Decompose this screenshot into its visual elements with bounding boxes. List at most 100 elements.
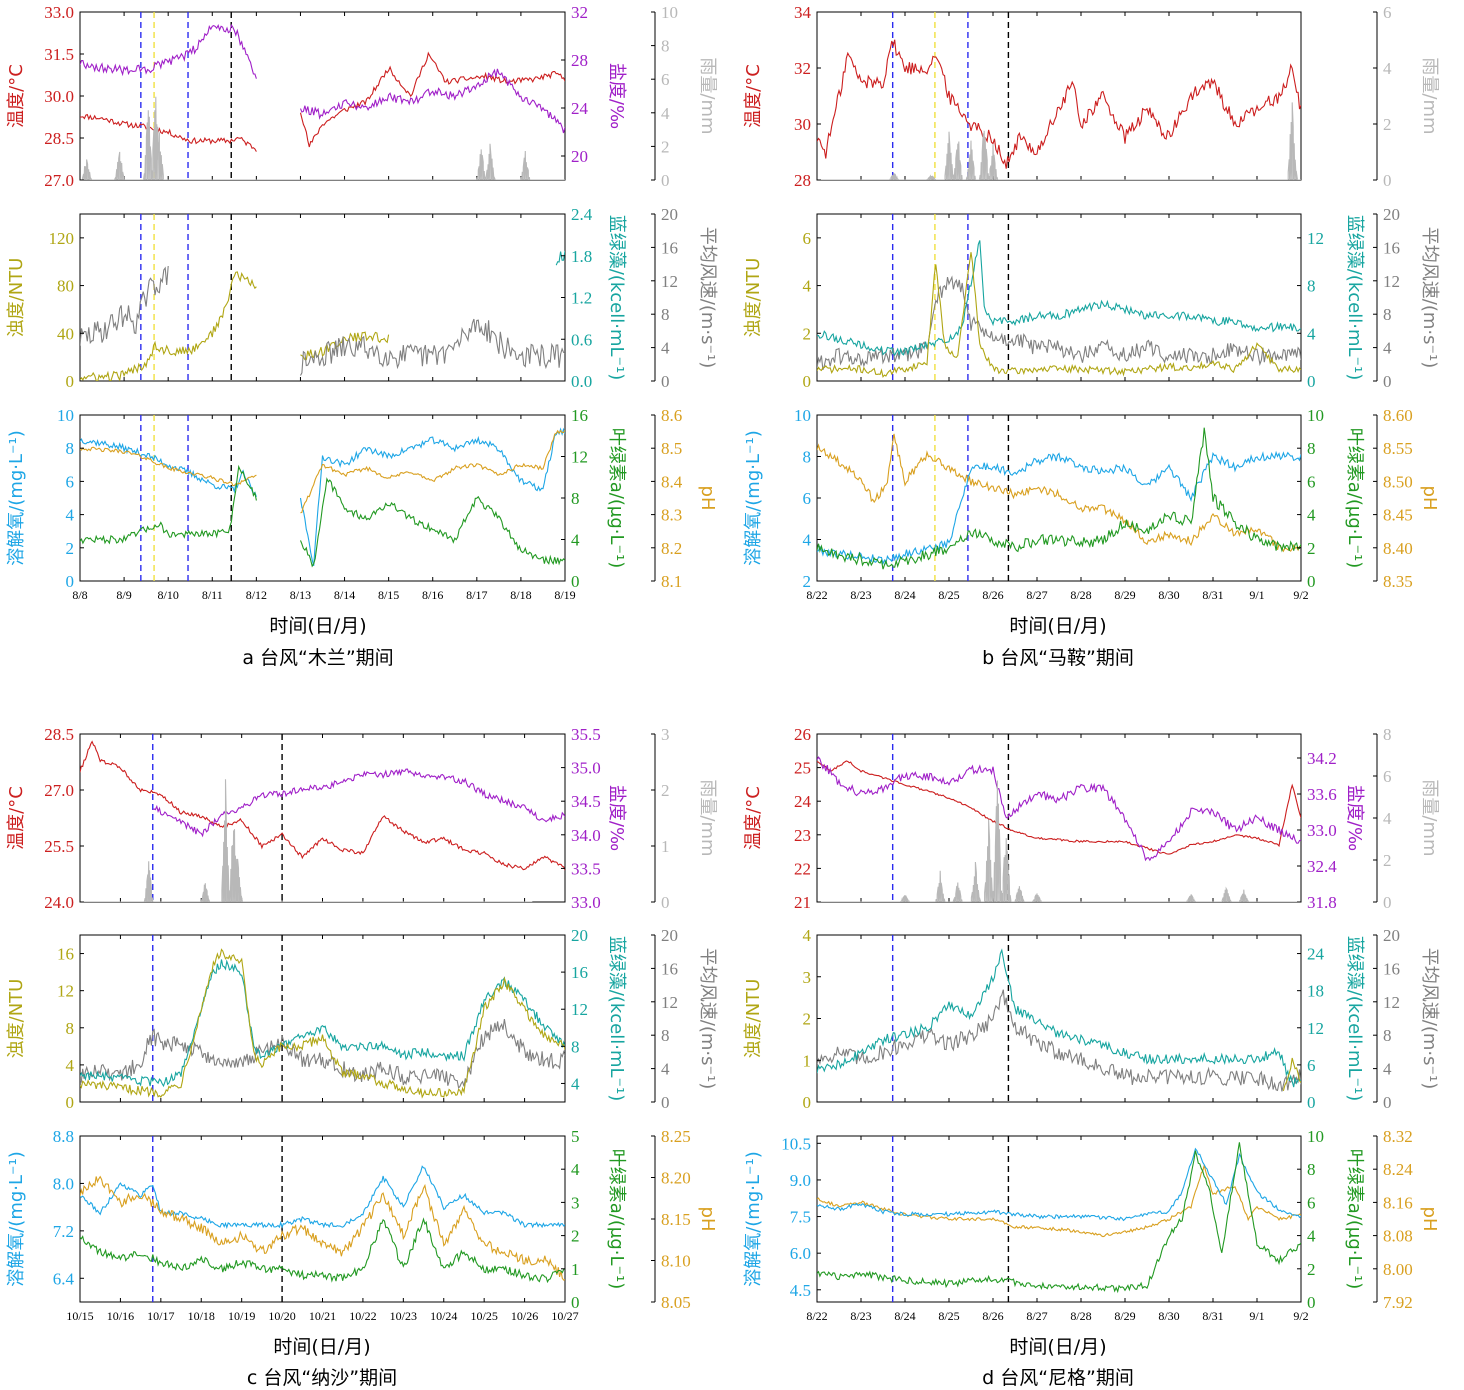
y-tick-label-right: 8.4: [661, 472, 683, 491]
y-tick-label-right: 8.08: [1383, 1227, 1413, 1246]
y-tick-label-left: 34: [794, 3, 812, 22]
y-axis-title-right: 叶绿素a/(μg·L⁻¹): [606, 428, 627, 568]
y-tick-label-left: 0: [803, 372, 812, 391]
y-tick-label-right: 12: [1307, 229, 1324, 248]
x-tick-label: 8/11: [202, 588, 223, 602]
y-tick-label-left: 8.8: [53, 1127, 74, 1146]
subplot-a-2: 04080120浊度/NTU0.00.61.21.82.4蓝绿藻/(kcell·…: [6, 205, 718, 391]
y-tick-label-left: 8: [66, 1019, 75, 1038]
x-tick-label: 10/26: [511, 1309, 538, 1323]
series-ph: [817, 433, 1301, 553]
x-tick-label: 8/26: [982, 588, 1003, 602]
series-wind: [80, 265, 565, 376]
y-tick-label-left: 120: [49, 229, 75, 248]
y-tick-label-left: 21: [794, 893, 811, 912]
series-cyano: [555, 250, 565, 266]
y-tick-label-left: 3: [803, 968, 812, 987]
subplot-b-3: 8/22 8/23 8/24 8/25 8/26 8/27 8/28 8/29 8/30 8/31…: [743, 406, 1440, 602]
y-tick-label-right: 0: [1383, 171, 1392, 190]
y-tick-label-left: 30.0: [44, 87, 74, 106]
y-tick-label-right: 5: [571, 1127, 580, 1146]
y-tick-label-left: 6.4: [53, 1269, 75, 1288]
y-axis-title-left: 温度/°C: [743, 786, 764, 850]
y-tick-label-left: 4: [66, 506, 75, 525]
y-tick-label-right: 3: [661, 725, 670, 744]
y-tick-label-right: 35.5: [571, 725, 601, 744]
y-tick-label-left: 24: [794, 792, 812, 811]
y-tick-label-right: 28: [571, 51, 588, 70]
x-tick-label: 8/18: [510, 588, 531, 602]
y-tick-label-right: 8: [1383, 305, 1392, 324]
subplot-c-3: 10/15 10/16 10/17 10/18 10/19 10/20 10/21 10/22…: [6, 1127, 718, 1323]
y-tick-label-left: 26: [794, 725, 811, 744]
y-tick-label-left: 10: [57, 406, 74, 425]
y-axis-title-left: 浊度/NTU: [6, 258, 27, 338]
y-tick-label-left: 32: [794, 59, 811, 78]
y-axis-title-left: 溶解氧/(mg·L⁻¹): [6, 1151, 27, 1287]
y-axis-title-right: 蓝绿藻/(kcell·mL⁻¹): [1344, 936, 1365, 1102]
y-axis-title-right: 蓝绿藻/(kcell·mL⁻¹): [606, 936, 627, 1102]
y-tick-label-right: 2.4: [571, 205, 593, 224]
y-axis-title-right: 雨量/mm: [697, 57, 718, 134]
y-tick-label-left: 9.0: [790, 1171, 811, 1190]
y-axis-title-right: 平均风速/(m·s⁻¹): [1419, 948, 1440, 1089]
y-tick-label-right: 0: [661, 171, 670, 190]
y-axis-title-right: pH: [697, 1207, 718, 1232]
y-tick-label-right: 6: [1307, 1056, 1316, 1075]
y-tick-label-left: 0: [66, 1093, 75, 1112]
y-tick-label-right: 12: [1383, 993, 1400, 1012]
y-tick-label-right: 8.5: [661, 439, 682, 458]
y-tick-label-right: 2: [571, 1227, 580, 1246]
y-tick-label-right: 6: [1307, 1193, 1316, 1212]
x-tick-label: 9/1: [1249, 1309, 1264, 1323]
y-tick-label-right: 12: [661, 993, 678, 1012]
x-tick-label: 8/27: [1026, 588, 1047, 602]
x-tick-label: 8/30: [1158, 588, 1179, 602]
y-tick-label-right: 8: [661, 37, 670, 56]
y-tick-label-right: 18: [1307, 982, 1324, 1001]
y-tick-label-right: 2: [661, 137, 670, 156]
x-tick-label: 8/28: [1070, 1309, 1091, 1323]
series-temperature: [80, 740, 565, 871]
subplot-b-2: 0 2 4 6 浊度/NTU 0 4 8 12 蓝绿藻/(kcell·mL⁻¹) 0 4 8 12 16 20…: [743, 205, 1440, 391]
x-tick-label: 8/19: [554, 588, 575, 602]
plot-frame: [816, 213, 1302, 382]
y-tick-label-left: 2: [803, 1010, 812, 1029]
y-tick-label-left: 28.5: [44, 129, 74, 148]
series-salinity: [80, 23, 565, 134]
x-tick-label: 10/25: [470, 1309, 497, 1323]
x-tick-label: 8/31: [1202, 588, 1223, 602]
y-axis-title-right: 叶绿素a/(μg·L⁻¹): [1344, 428, 1365, 568]
x-tick-label: 9/2: [1293, 1309, 1308, 1323]
y-tick-label-right: 4: [1383, 59, 1392, 78]
y-tick-label-right: 20: [1383, 926, 1400, 945]
y-tick-label-right: 2: [1307, 1260, 1316, 1279]
series-rain: [817, 102, 1301, 180]
y-tick-label-right: 31.8: [1307, 893, 1337, 912]
y-tick-label-right: 4: [1307, 324, 1316, 343]
y-tick-label-left: 27.0: [44, 171, 74, 190]
y-tick-label-left: 80: [57, 277, 74, 296]
y-tick-label-right: 6: [1383, 767, 1392, 786]
y-tick-label-right: 4: [1307, 506, 1316, 525]
y-tick-label-right: 8: [571, 1037, 580, 1056]
x-tick-label: 8/22: [806, 588, 827, 602]
y-tick-label-right: 20: [661, 926, 678, 945]
y-axis-title-left: 温度/°C: [6, 64, 27, 128]
y-tick-label-right: 12: [1307, 1019, 1324, 1038]
y-tick-label-right: 0.0: [571, 372, 592, 391]
y-tick-label-left: 7.5: [790, 1208, 811, 1227]
y-tick-label-right: 4: [571, 1160, 580, 1179]
x-tick-label: 8/17: [466, 588, 487, 602]
series-chl: [817, 427, 1301, 570]
series-wind: [817, 275, 1301, 370]
subplot-a-3: 8/8 8/9 8/10 8/11 8/12 8/13 8/14 8/15 8/16 8/17 8/…: [6, 406, 718, 602]
y-tick-label-right: 16: [661, 238, 678, 257]
y-axis-title-right: 平均风速/(m·s⁻¹): [1419, 227, 1440, 368]
x-tick-label: 10/15: [66, 1309, 93, 1323]
x-axis-title-c: 时间(日/月): [273, 1336, 370, 1358]
y-tick-label-right: 8: [661, 305, 670, 324]
y-tick-label-right: 2: [661, 781, 670, 800]
